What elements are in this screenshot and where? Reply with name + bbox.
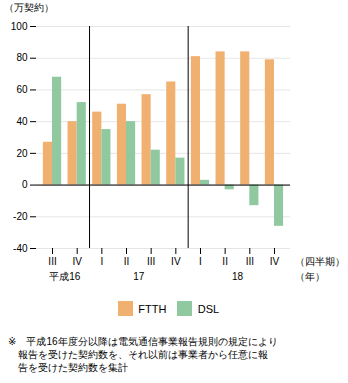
svg-text:（万契約）: （万契約） xyxy=(4,2,54,13)
svg-text:40: 40 xyxy=(16,116,28,127)
svg-text:60: 60 xyxy=(16,84,28,95)
svg-text:20: 20 xyxy=(16,148,28,159)
html-text:DSL: DSL xyxy=(197,302,220,315)
svg-text:III: III xyxy=(246,256,254,267)
html-text:FTTH: FTTH xyxy=(138,302,167,315)
svg-text:IV: IV xyxy=(171,256,181,267)
svg-text:（四半期）: （四半期） xyxy=(295,256,345,267)
svg-text:II: II xyxy=(124,256,130,267)
svg-text:17: 17 xyxy=(133,271,145,282)
svg-text:III: III xyxy=(147,256,155,267)
svg-text:IV: IV xyxy=(72,256,82,267)
svg-text:0: 0 xyxy=(22,179,28,190)
svg-text:IV: IV xyxy=(270,256,280,267)
svg-text:平成16: 平成16 xyxy=(49,271,81,282)
svg-text:I: I xyxy=(100,256,103,267)
svg-text:-40: -40 xyxy=(13,243,28,254)
svg-text:80: 80 xyxy=(16,52,28,63)
svg-text:（年）: （年） xyxy=(295,271,325,282)
svg-text:II: II xyxy=(222,256,228,267)
svg-text:I: I xyxy=(199,256,202,267)
html-text:※ 平成16年度分以降は電気通信事業報告規則の規定により 報: ※ 平成16年度分以降は電気通信事業報告規則の規定により 報告を受けた契約数を、… xyxy=(8,335,278,373)
svg-text:III: III xyxy=(48,256,56,267)
svg-text:18: 18 xyxy=(232,271,244,282)
svg-text:100: 100 xyxy=(11,21,28,32)
svg-text:-20: -20 xyxy=(13,211,28,222)
